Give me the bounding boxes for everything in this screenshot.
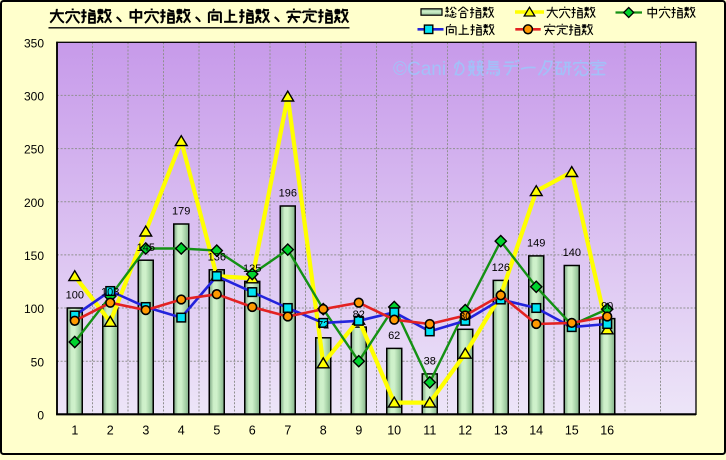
svg-text:90: 90 [601,300,613,312]
svg-text:16: 16 [600,424,614,438]
svg-text:3: 3 [142,424,149,438]
svg-text:4: 4 [178,424,185,438]
svg-text:14: 14 [529,424,543,438]
svg-text:150: 150 [24,249,44,263]
svg-text:12: 12 [458,424,472,438]
svg-text:100: 100 [66,290,84,302]
svg-text:82: 82 [353,309,365,321]
svg-text:62: 62 [388,330,400,342]
svg-text:6: 6 [249,424,256,438]
svg-text:300: 300 [24,90,44,104]
svg-text:0: 0 [37,408,44,422]
svg-text:80: 80 [459,311,471,323]
svg-text:11: 11 [423,424,436,438]
svg-text:©Cani: ©Cani [393,59,446,80]
svg-text:145: 145 [137,242,155,254]
svg-text:125: 125 [243,263,261,275]
svg-text:5: 5 [213,424,220,438]
svg-text:126: 126 [492,262,510,274]
svg-text:103: 103 [101,287,119,299]
svg-text:7: 7 [284,424,291,438]
svg-text:9: 9 [355,424,362,438]
svg-text:149: 149 [527,238,545,250]
svg-text:1: 1 [71,424,78,438]
svg-text:50: 50 [31,355,45,369]
svg-text:8: 8 [320,424,327,438]
svg-text:250: 250 [24,143,44,157]
svg-text:100: 100 [24,302,44,316]
svg-text:200: 200 [24,196,44,210]
svg-text:15: 15 [565,424,579,438]
svg-text:179: 179 [172,206,190,218]
svg-text:196: 196 [279,188,297,200]
svg-text:2: 2 [107,424,114,438]
svg-text:140: 140 [563,247,581,259]
svg-text:10: 10 [387,424,401,438]
svg-text:13: 13 [494,424,508,438]
svg-text:136: 136 [208,252,226,264]
svg-text:72: 72 [317,320,329,332]
svg-text:38: 38 [424,356,436,368]
svg-text:350: 350 [24,36,44,50]
